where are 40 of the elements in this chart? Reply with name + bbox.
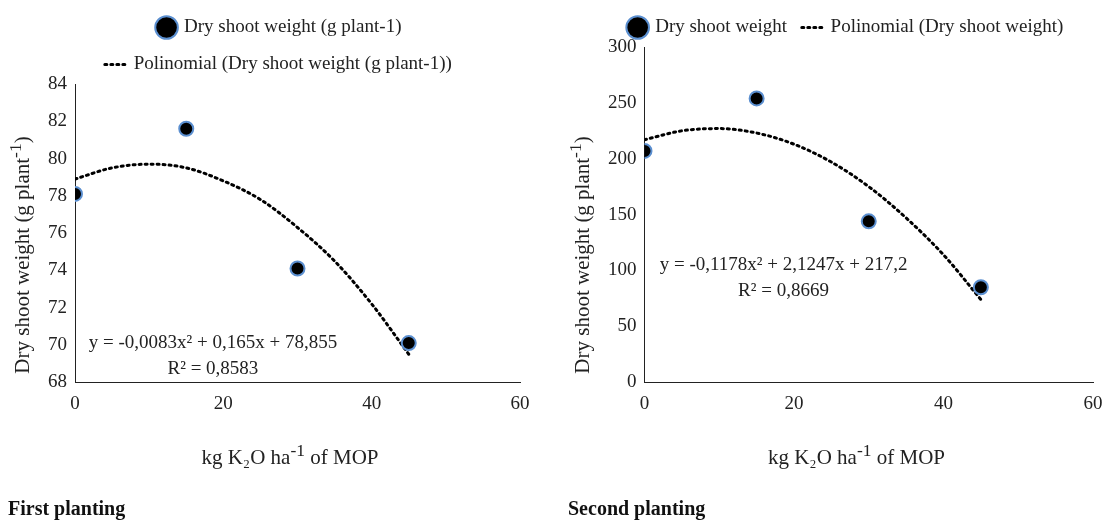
legend-label: Polinomial (Dry shoot weight (g plant-1)) xyxy=(133,52,452,75)
point xyxy=(748,90,765,107)
x-axis-title: kg K₂O ha$^{-1}$ of MOP xyxy=(766,440,947,470)
x-tick-label: 20 xyxy=(784,391,804,413)
y-tick-label: 0 xyxy=(627,370,637,392)
legend-label: Polinomial (Dry shoot weight) xyxy=(830,15,1064,38)
legend-label: Dry shoot weight xyxy=(655,15,788,37)
y-tick-label: 72 xyxy=(48,295,67,317)
point xyxy=(178,120,195,137)
text: First planting xyxy=(8,497,126,520)
point xyxy=(860,213,877,230)
annotation: y = -0,1178x² + 2,1247x + 217,2 xyxy=(659,252,908,274)
y-tick-label: 150 xyxy=(608,202,637,224)
x-tick-label: 60 xyxy=(510,391,530,413)
x-tick-label: 60 xyxy=(1083,391,1103,413)
point xyxy=(289,260,306,277)
annotation: R² = 0,8669 xyxy=(738,278,829,300)
y-tick-label: 200 xyxy=(608,146,637,168)
y-tick-label: 74 xyxy=(48,258,68,280)
point xyxy=(400,335,417,352)
point xyxy=(972,279,989,296)
y-tick-label: 82 xyxy=(48,109,67,131)
y-tick-label: 50 xyxy=(617,314,637,336)
annotation: y = -0,0083x² + 0,165x + 78,855 xyxy=(88,331,338,353)
text: Second planting xyxy=(568,497,706,520)
x-axis-title: kg K₂O ha$^{-1}$ of MOP xyxy=(200,440,380,470)
y-tick-label: 70 xyxy=(48,332,67,354)
x-tick-label: 40 xyxy=(934,391,953,413)
legend-label: Dry shoot weight (g plant-1) xyxy=(184,15,402,38)
y-tick-label: 100 xyxy=(608,258,637,280)
y-tick-label: 78 xyxy=(48,183,67,205)
annotation: R² = 0,8583 xyxy=(167,357,259,379)
y-tick-label: 300 xyxy=(608,34,637,56)
y-tick-label: 76 xyxy=(48,221,67,243)
y-tick-label: 250 xyxy=(608,90,637,112)
y-tick-label: 80 xyxy=(48,146,67,168)
x-tick-label: 20 xyxy=(213,391,233,413)
y-tick-label: 68 xyxy=(48,370,67,392)
y-tick-label: 84 xyxy=(48,71,68,93)
x-tick-label: 40 xyxy=(362,391,382,413)
